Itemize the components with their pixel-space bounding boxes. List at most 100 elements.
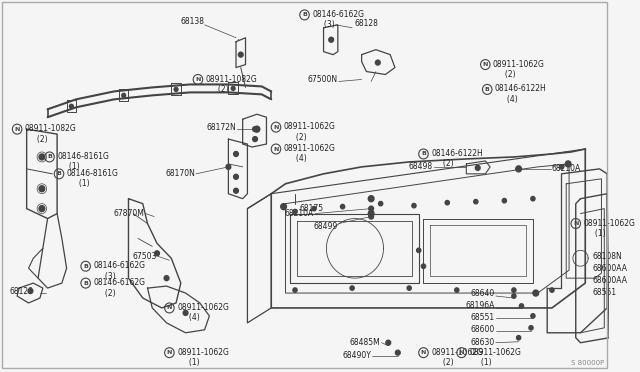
Circle shape — [407, 286, 412, 290]
Text: B: B — [47, 154, 52, 160]
Circle shape — [231, 86, 235, 90]
Text: 08911-1062G
     (2): 08911-1062G (2) — [493, 60, 545, 79]
Text: 08911-1062G
     (4): 08911-1062G (4) — [177, 303, 229, 323]
Text: 68138: 68138 — [180, 17, 205, 26]
Text: B: B — [56, 171, 61, 176]
Circle shape — [238, 52, 243, 57]
Text: N: N — [483, 62, 488, 67]
Circle shape — [234, 188, 238, 193]
Circle shape — [368, 211, 374, 217]
Text: 68551: 68551 — [471, 313, 495, 323]
Text: 67503: 67503 — [132, 252, 157, 261]
Text: N: N — [166, 305, 172, 311]
Circle shape — [234, 174, 238, 179]
Circle shape — [350, 286, 354, 290]
Text: 08146-6122H
     (4): 08146-6122H (4) — [495, 84, 547, 104]
Text: N: N — [15, 126, 20, 132]
Circle shape — [39, 154, 45, 160]
Text: 08911-1082G
     (2): 08911-1082G (2) — [205, 74, 257, 94]
Circle shape — [550, 288, 554, 292]
Circle shape — [28, 289, 33, 294]
Text: N: N — [273, 125, 278, 130]
Circle shape — [253, 137, 257, 142]
Text: 68498: 68498 — [409, 163, 433, 171]
Circle shape — [39, 206, 45, 212]
Circle shape — [369, 214, 374, 219]
Circle shape — [531, 196, 535, 201]
Text: S 80000P: S 80000P — [571, 360, 604, 366]
Text: 68630: 68630 — [470, 338, 495, 347]
Circle shape — [476, 166, 480, 170]
Circle shape — [368, 196, 374, 202]
Text: 08146-6162G
     (2): 08146-6162G (2) — [93, 278, 145, 298]
Text: 68172N: 68172N — [206, 123, 236, 132]
Text: B: B — [83, 264, 88, 269]
Text: 68600AA: 68600AA — [593, 264, 628, 273]
Circle shape — [155, 251, 159, 256]
Circle shape — [474, 199, 478, 204]
Text: 68490Y: 68490Y — [342, 351, 371, 360]
Text: 68210A: 68210A — [552, 164, 581, 173]
Text: B: B — [421, 151, 426, 157]
Text: 08911-1062G
     (1): 08911-1062G (1) — [583, 218, 636, 238]
Circle shape — [533, 290, 539, 296]
Text: 68210A: 68210A — [285, 209, 314, 218]
Text: 68175: 68175 — [300, 204, 324, 213]
Circle shape — [417, 248, 421, 253]
Circle shape — [502, 199, 506, 203]
Text: 67870M: 67870M — [114, 209, 145, 218]
Text: 08146-6162G
     (3): 08146-6162G (3) — [93, 261, 145, 280]
Text: N: N — [166, 350, 172, 355]
Circle shape — [312, 206, 316, 211]
Circle shape — [512, 294, 516, 298]
Circle shape — [520, 304, 524, 308]
Text: 68600: 68600 — [470, 325, 495, 334]
Circle shape — [516, 166, 522, 172]
Text: 08911-1082G
     (2): 08911-1082G (2) — [25, 124, 77, 144]
Text: 68551: 68551 — [593, 288, 617, 296]
Circle shape — [376, 60, 380, 65]
Text: B: B — [485, 87, 490, 92]
Text: 08911-1062G
     (4): 08911-1062G (4) — [284, 144, 335, 163]
Circle shape — [379, 202, 383, 206]
Circle shape — [174, 87, 178, 92]
Circle shape — [412, 203, 416, 208]
Text: 68129: 68129 — [10, 286, 33, 296]
Circle shape — [559, 165, 564, 169]
Circle shape — [565, 161, 571, 167]
Text: 08911-1062G
     (2): 08911-1062G (2) — [431, 348, 483, 367]
Text: 08146-8161G
     (1): 08146-8161G (1) — [57, 152, 109, 171]
Text: 67500N: 67500N — [308, 75, 338, 84]
Text: N: N — [573, 221, 579, 226]
Text: 08911-1062G
     (2): 08911-1062G (2) — [284, 122, 335, 142]
Text: 68499: 68499 — [314, 222, 338, 231]
Circle shape — [281, 203, 287, 209]
Text: N: N — [420, 350, 426, 355]
Text: B: B — [83, 280, 88, 286]
Text: 08911-1062G
     (1): 08911-1062G (1) — [177, 348, 229, 367]
Circle shape — [254, 126, 260, 132]
Text: B: B — [302, 12, 307, 17]
Text: N: N — [195, 77, 200, 82]
Text: 68600AA: 68600AA — [593, 276, 628, 285]
Text: N: N — [459, 350, 464, 355]
Circle shape — [386, 340, 390, 345]
Circle shape — [39, 186, 45, 192]
Circle shape — [516, 336, 521, 340]
Text: 08146-8161G
     (1): 08146-8161G (1) — [67, 169, 118, 188]
Text: 68196A: 68196A — [465, 301, 495, 311]
Text: N: N — [273, 147, 278, 151]
Circle shape — [369, 206, 374, 211]
Circle shape — [529, 326, 533, 330]
Circle shape — [164, 276, 169, 280]
Text: 68170N: 68170N — [165, 169, 195, 178]
Circle shape — [329, 37, 333, 42]
Circle shape — [226, 164, 231, 169]
Circle shape — [421, 264, 426, 269]
Text: 68128: 68128 — [355, 19, 379, 28]
Circle shape — [253, 126, 257, 132]
Circle shape — [293, 288, 297, 292]
Circle shape — [293, 209, 297, 214]
Circle shape — [70, 104, 73, 108]
Text: 68485M: 68485M — [350, 338, 381, 347]
